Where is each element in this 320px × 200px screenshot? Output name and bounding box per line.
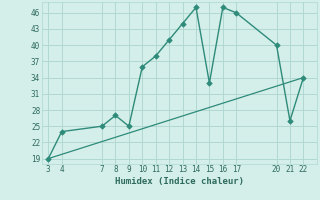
- X-axis label: Humidex (Indice chaleur): Humidex (Indice chaleur): [115, 177, 244, 186]
